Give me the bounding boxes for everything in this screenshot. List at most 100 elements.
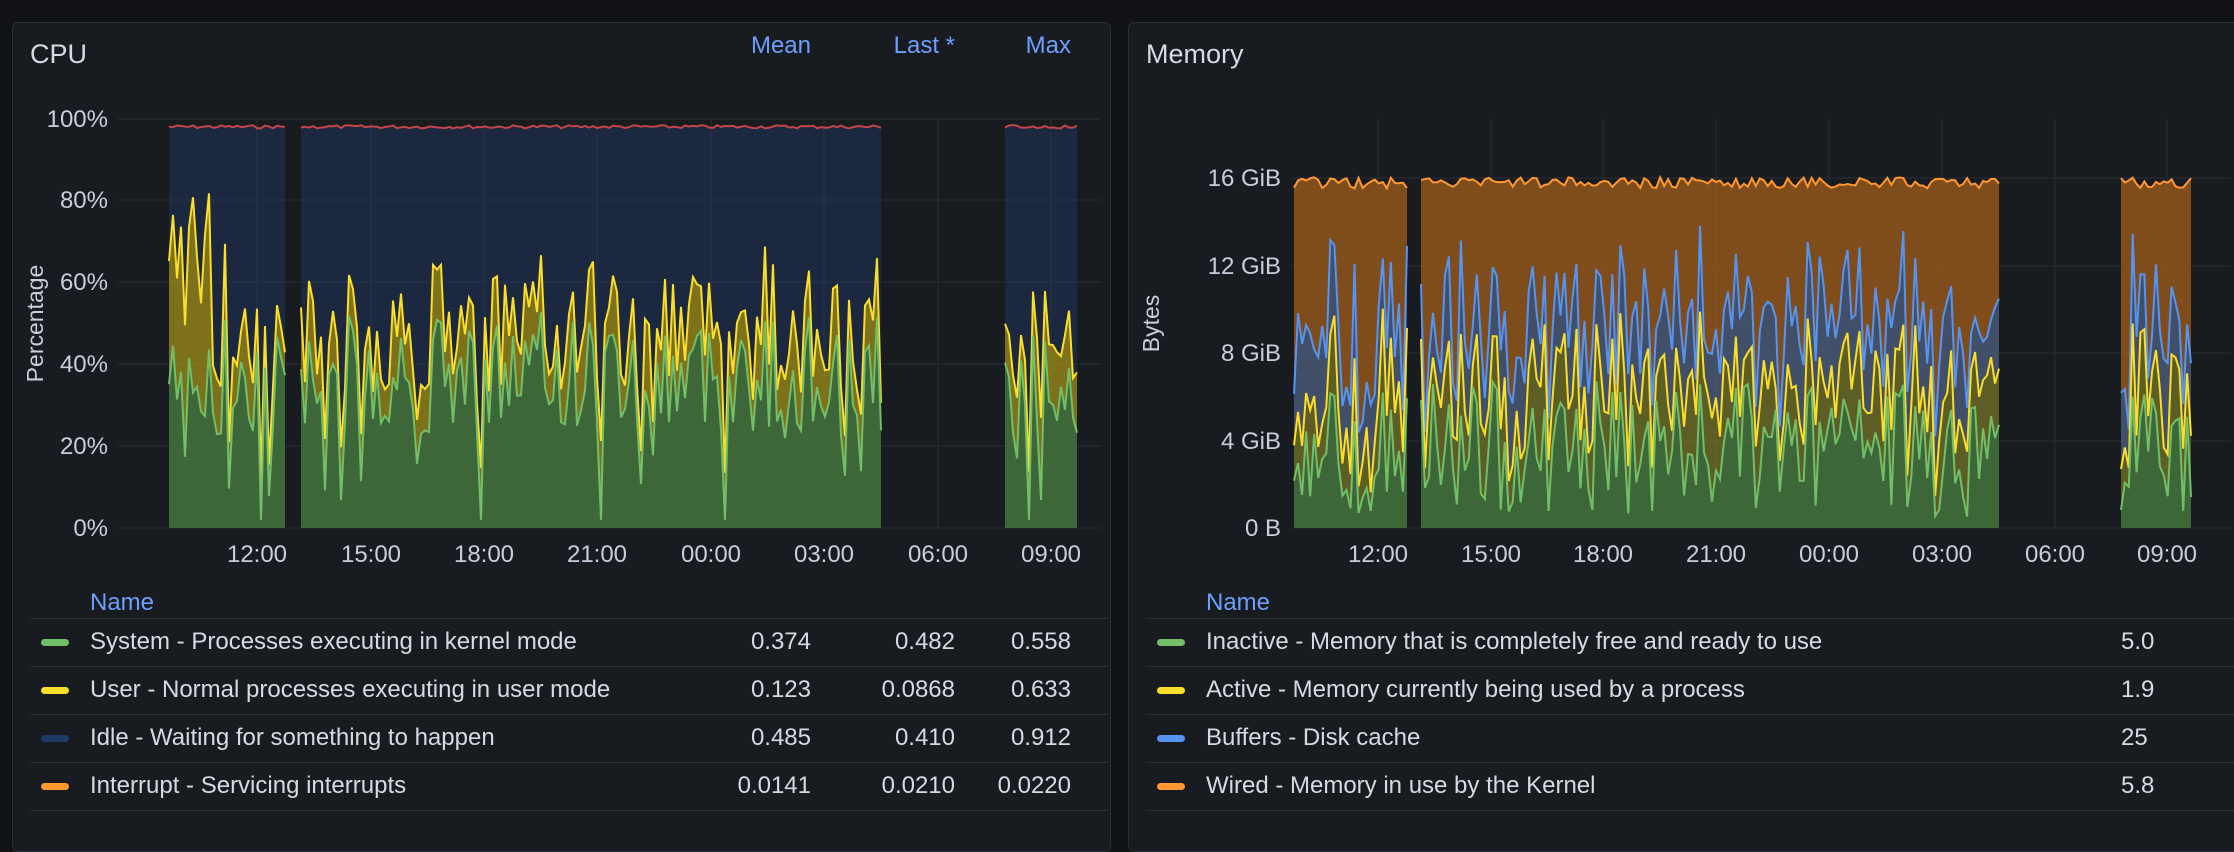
series-name: Active - Memory currently being used by … [1206,676,1745,703]
y-tick-label: 0% [73,515,108,542]
series-mean: 0.123 [750,676,811,703]
y-tick-label: 0 B [1245,515,1281,542]
user-line [300,246,882,473]
x-tick-label: 12:00 [1348,541,1408,568]
system-line [1004,335,1078,520]
user-area [301,246,881,520]
series-last: 0.0210 [881,772,955,799]
y-tick-label: 60% [60,269,108,296]
y-tick-label: 8 GiB [1221,340,1281,367]
legend-row-divider [1146,810,2234,851]
x-tick-label: 00:00 [1799,541,1859,568]
cpu-chart[interactable]: 0% 20% 40% 60% 80% 100% 12:00 15:00 18:00 21:00 00… [13,23,1111,583]
user-line [1004,291,1078,472]
panel-title[interactable]: CPU [30,39,88,69]
series-value: 5.8 [2121,772,2155,799]
series-max: 0.633 [1010,676,1071,703]
wired-area [1421,177,1999,437]
x-tick-label: 03:00 [1912,541,1972,568]
x-tick-label: 21:00 [567,541,627,568]
cpu-panel: CPU 0% 20% 40% 60% 80% 100% 12:00 15:00 18:00 21:… [12,22,1111,852]
series-last: 0.0868 [881,676,955,703]
buffers-line [1420,225,2000,437]
series-name: Wired - Memory in use by the Kernel [1206,772,1596,799]
legend-row-divider [30,810,1108,851]
user-line [168,193,286,479]
active-line [1293,308,1408,493]
x-tick-label: 12:00 [227,541,287,568]
legend-header-mean[interactable]: Mean [750,32,811,59]
legend-header-name[interactable]: Name [90,589,155,616]
inactive-area [1294,392,1407,528]
active-line [1420,311,2000,496]
series-name: Buffers - Disk cache [1206,724,1421,751]
wired-area [2121,177,2191,430]
series-swatch [1157,639,1185,646]
legend-row-buffers[interactable]: Buffers - Disk cache 25 [1146,714,2234,761]
series-max: 0.0220 [997,772,1071,799]
series-swatch [1157,687,1185,694]
series-name: Idle - Waiting for something to happen [90,724,495,751]
legend-row-idle[interactable]: Idle - Waiting for something to happen 0… [30,714,1108,761]
inactive-line [1420,378,2000,520]
x-tick-label: 18:00 [1573,541,1633,568]
series-value: 1.9 [2121,676,2155,703]
idle-area [1005,125,1077,472]
x-tick-label: 15:00 [341,541,401,568]
legend-row-inactive[interactable]: Inactive - Memory that is completely fre… [1146,618,2234,665]
legend-row-wired[interactable]: Wired - Memory in use by the Kernel 5.8 [1146,762,2234,809]
y-tick-label: 20% [60,433,108,460]
legend-row-interrupt[interactable]: Interrupt - Servicing interrupts 0.0141 … [30,762,1108,809]
y-tick-label: 12 GiB [1208,253,1281,280]
y-tick-label: 4 GiB [1221,428,1281,455]
series-last: 0.482 [894,628,955,655]
idle-area [301,125,881,473]
buffers-area [1294,240,1407,493]
legend-header-last[interactable]: Last * [893,32,955,59]
series-max: 0.912 [1010,724,1071,751]
y-tick-label: 40% [60,351,108,378]
legend-row-user[interactable]: User - Normal processes executing in use… [30,666,1108,713]
series-mean: 0.485 [750,724,811,751]
memory-chart[interactable]: 0 B 4 GiB 8 GiB 12 GiB 16 GiB 12:00 15:00 18:00… [1129,23,2234,583]
series-swatch [41,735,69,742]
system-area [301,312,881,528]
inactive-line [1293,391,1408,514]
legend-header-name[interactable]: Name [1206,589,1271,616]
panel-title[interactable]: Memory [1146,39,1244,69]
wired-line [1293,175,1408,191]
series-max: 0.558 [1010,628,1071,655]
x-tick-label: 06:00 [2025,541,2085,568]
legend-row-system[interactable]: System - Processes executing in kernel m… [30,618,1108,665]
system-line [300,312,882,520]
active-line [2120,323,2192,470]
idle-line [300,124,882,130]
idle-line [168,124,286,130]
series-swatch [41,783,69,790]
x-tick-label: 09:00 [1021,541,1081,568]
series-last: 0.410 [894,724,955,751]
wired-area [1294,177,1407,433]
x-tick-label: 15:00 [1461,541,1521,568]
wired-line [2120,176,2192,190]
legend-header-max[interactable]: Max [1025,32,1071,59]
memory-panel: Memory 0 B 4 GiB 8 GiB 12 GiB 16 GiB 12:00 15:… [1128,22,2234,852]
inactive-area [2121,394,2191,528]
y-axis-label: Percentage [22,265,48,383]
inactive-line [2120,394,2192,511]
x-tick-label: 18:00 [454,541,514,568]
legend-row-active[interactable]: Active - Memory currently being used by … [1146,666,2234,713]
series-swatch [1157,783,1185,790]
system-line [168,320,286,520]
active-area [2121,323,2191,511]
series-mean: 0.374 [750,628,811,655]
series-name: Interrupt - Servicing interrupts [90,772,407,799]
series-swatch [1157,735,1185,742]
x-tick-label: 00:00 [681,541,741,568]
series-name: Inactive - Memory that is completely fre… [1206,628,1823,655]
series-name: System - Processes executing in kernel m… [90,628,577,655]
series-swatch [41,639,69,646]
wired-line [1420,174,2000,190]
series-name: User - Normal processes executing in use… [90,676,611,703]
series-value: 25 [2121,724,2148,751]
